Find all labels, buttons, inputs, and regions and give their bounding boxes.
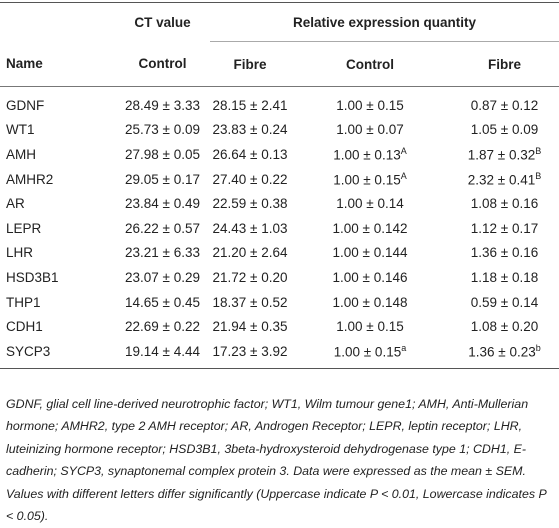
table-cell: 1.00 ± 0.144 — [332, 245, 408, 261]
table-row: SYCP3 19.14 ± 4.44 17.23 ± 3.92 1.00 ± 0.15… — [0, 339, 559, 368]
table-cell: 26.22 ± 0.57 — [125, 220, 200, 236]
table-cell: 1.08 ± 0.16 — [470, 196, 539, 212]
table-cell: 21.20 ± 2.64 — [212, 245, 288, 261]
table-cell: 22.59 ± 0.38 — [212, 196, 288, 212]
table-cell: 23.83 ± 0.24 — [212, 122, 288, 138]
table-cell: 27.40 ± 0.22 — [212, 171, 288, 187]
table-cell: AR — [6, 196, 25, 212]
cell-value: 1.00 ± 0.13 — [333, 147, 401, 163]
table-cell: 0.59 ± 0.14 — [470, 294, 539, 310]
table-cell: 1.00 ± 0.148 — [332, 294, 408, 310]
table-cell: 26.64 ± 0.13 — [212, 146, 288, 162]
table-cell: AMH — [6, 146, 36, 162]
table-cell: 1.08 ± 0.20 — [470, 319, 539, 335]
header-cell — [0, 3, 115, 42]
table-cell: 1.00 ± 0.07 — [336, 122, 404, 138]
table-cell: SYCP3 — [6, 343, 51, 359]
significance-letter: A — [400, 146, 407, 157]
table-cell: 1.87 ± 0.32B — [450, 142, 559, 167]
table-cell: AMHR2 — [6, 171, 54, 187]
footnote: GDNF, glial cell line-derived neurotroph… — [6, 396, 547, 524]
cell-value: 1.36 ± 0.23 — [468, 344, 536, 360]
table-cell: 28.15 ± 2.41 — [212, 97, 288, 113]
table-row: CDH1 22.69 ± 0.22 21.94 ± 0.35 1.00 ± 0.15 1… — [0, 314, 559, 339]
table-cell: 1.00 ± 0.15a — [290, 339, 450, 368]
table-cell: 27.98 ± 0.05 — [125, 146, 200, 162]
table-row: LEPR 26.22 ± 0.57 24.43 ± 1.03 1.00 ± 0.142… — [0, 216, 559, 241]
table-cell: LEPR — [6, 220, 42, 236]
significance-letter: a — [401, 342, 407, 353]
table-cell: WT1 — [6, 122, 35, 138]
cell-value: 1.00 ± 0.15 — [333, 344, 402, 360]
table-cell: 1.00 ± 0.14 — [336, 196, 404, 212]
table-cell: GDNF — [6, 97, 45, 113]
table-row: AMH 27.98 ± 0.05 26.64 ± 0.13 1.00 ± 0.13A 1… — [0, 142, 559, 167]
data-table: CT value Relative expression quantity Na… — [0, 2, 559, 369]
table-cell: 0.87 ± 0.12 — [470, 97, 539, 113]
table-cell: 21.72 ± 0.20 — [212, 269, 288, 285]
cell-value: 2.32 ± 0.41 — [467, 172, 536, 188]
table-cell: 1.00 ± 0.142 — [332, 220, 408, 236]
table-cell: 1.00 ± 0.15A — [290, 167, 450, 192]
significance-letter: B — [535, 170, 542, 181]
table-cell: 22.69 ± 0.22 — [125, 319, 200, 335]
table-cell: 1.00 ± 0.15 — [336, 319, 404, 335]
table-cell: 1.36 ± 0.23b — [450, 339, 559, 368]
table-cell: 23.21 ± 6.33 — [125, 245, 200, 261]
column-header: Fibre — [450, 41, 559, 87]
table-row: LHR 23.21 ± 6.33 21.20 ± 2.64 1.00 ± 0.144 1… — [0, 241, 559, 266]
table-row: HSD3B1 23.07 ± 0.29 21.72 ± 0.20 1.00 ± 0.1… — [0, 265, 559, 290]
significance-letter: B — [535, 146, 542, 157]
table-cell: 19.14 ± 4.44 — [125, 343, 200, 359]
table-row: AR 23.84 ± 0.49 22.59 ± 0.38 1.00 ± 0.14 1.0… — [0, 191, 559, 216]
table-row: GDNF 28.49 ± 3.33 28.15 ± 2.41 1.00 ± 0.15 0… — [0, 87, 559, 118]
table-cell: 2.32 ± 0.41B — [450, 167, 559, 192]
significance-letter: A — [400, 170, 407, 181]
table-cell: 23.84 ± 0.49 — [125, 196, 200, 212]
cell-value: 1.00 ± 0.15 — [333, 172, 401, 188]
table-cell: CDH1 — [6, 319, 43, 335]
table-cell: 1.00 ± 0.13A — [290, 142, 450, 167]
table-cell: HSD3B1 — [6, 269, 59, 285]
column-header: Fibre — [210, 41, 290, 87]
cell-value: 1.87 ± 0.32 — [467, 147, 536, 163]
column-header: Name — [0, 41, 115, 87]
column-header: Control — [290, 41, 450, 87]
table-cell: 1.12 ± 0.17 — [470, 220, 539, 236]
table-cell: 17.23 ± 3.92 — [212, 343, 288, 359]
table-cell: 29.05 ± 0.17 — [125, 171, 200, 187]
table-cell: 1.00 ± 0.15 — [336, 97, 404, 113]
table-cell: 18.37 ± 0.52 — [212, 294, 288, 310]
table-cell: 24.43 ± 1.03 — [212, 220, 288, 236]
table-cell: 21.94 ± 0.35 — [212, 319, 288, 335]
table-cell: 14.65 ± 0.45 — [125, 294, 200, 310]
table-cell: 1.36 ± 0.16 — [470, 245, 539, 261]
table-row: THP1 14.65 ± 0.45 18.37 ± 0.52 1.00 ± 0.148… — [0, 290, 559, 315]
table-cell: LHR — [6, 245, 34, 261]
table-cell: 23.07 ± 0.29 — [125, 269, 200, 285]
table-cell: 28.49 ± 3.33 — [125, 97, 200, 113]
table-cell: 25.73 ± 0.09 — [125, 122, 200, 138]
table-cell: 1.00 ± 0.146 — [332, 269, 408, 285]
column-header: Control — [115, 41, 210, 87]
significance-letter: b — [535, 342, 541, 353]
table-row: WT1 25.73 ± 0.09 23.83 ± 0.24 1.00 ± 0.07 1.… — [0, 118, 559, 143]
header-group: CT value — [134, 14, 191, 30]
table-cell: THP1 — [6, 294, 41, 310]
table-row: AMHR2 29.05 ± 0.17 27.40 ± 0.22 1.00 ± 0.15… — [0, 167, 559, 192]
header-group: Relative expression quantity — [210, 2, 559, 42]
table-cell: 1.05 ± 0.09 — [470, 122, 539, 138]
table-cell: 1.18 ± 0.18 — [470, 269, 539, 285]
